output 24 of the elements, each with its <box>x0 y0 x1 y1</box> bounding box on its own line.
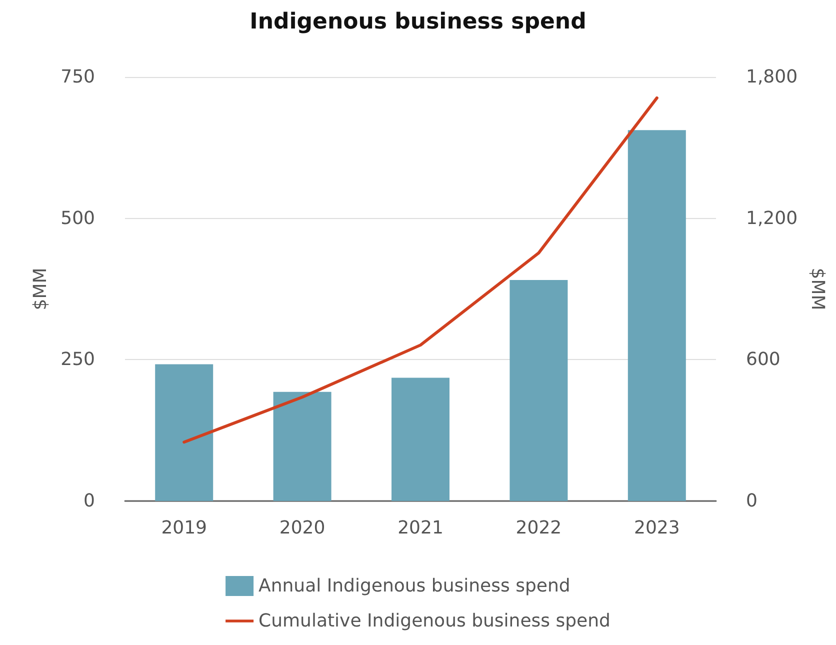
bar <box>155 364 214 501</box>
chart-title: Indigenous business spend <box>250 10 586 34</box>
y-tick-label: 250 <box>60 349 95 370</box>
y-tick-label: 750 <box>60 66 95 88</box>
y2-tick-label: 0 <box>746 490 758 512</box>
line-series <box>182 96 658 444</box>
y2-axis-title: $MM <box>806 268 828 310</box>
x-tick-label: 2021 <box>398 518 444 538</box>
y-axis-title: $MM <box>30 268 52 310</box>
x-tick-label: 2020 <box>279 518 326 538</box>
x-tick-label: 2022 <box>516 518 562 538</box>
y2-tick-label: 1,800 <box>746 66 798 88</box>
x-tick-label: 2023 <box>634 518 680 538</box>
bar <box>510 280 568 501</box>
bar <box>392 378 450 501</box>
y2-tick-label: 600 <box>746 349 780 370</box>
y-tick-label: 500 <box>60 208 95 229</box>
bar <box>273 392 332 501</box>
x-tick-label: 2019 <box>161 518 208 538</box>
y2-tick-label: 1,200 <box>746 208 798 229</box>
bar <box>628 130 686 501</box>
legend-label: Cumulative Indigenous business spend <box>258 610 610 632</box>
legend-label: Annual Indigenous business spend <box>258 576 570 596</box>
y-tick-label: 0 <box>84 490 95 512</box>
